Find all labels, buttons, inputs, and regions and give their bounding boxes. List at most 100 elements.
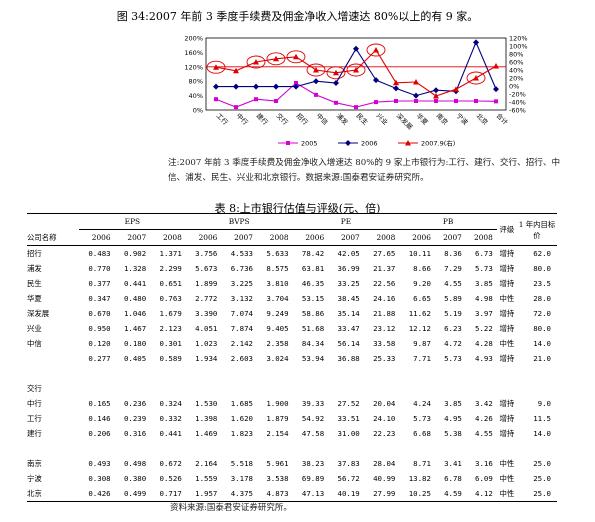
eps-cell: 0.426	[88, 489, 111, 498]
bvps-cell: 5.518	[230, 459, 253, 468]
pe-cell: 38.45	[337, 294, 360, 303]
bvps-cell: 3.756	[195, 249, 218, 258]
target-price-cell: 11.5	[533, 414, 551, 423]
bvps-cell: 4.051	[195, 324, 218, 333]
pe-cell: 33.25	[337, 279, 360, 288]
year-header: 2006	[79, 229, 115, 246]
eps-cell	[79, 381, 115, 396]
series-point	[314, 92, 318, 97]
bvps-cell: 1.899	[195, 279, 218, 288]
series-point	[313, 67, 319, 73]
pb-cell: 4.28	[475, 339, 493, 348]
bvps-cell	[257, 381, 293, 396]
year-header: 2007	[221, 229, 257, 246]
series-point	[373, 47, 379, 53]
x-tick-label: 民生	[355, 111, 371, 127]
pe-cell: 42.05	[337, 249, 360, 258]
rating-cell: 中性	[499, 459, 515, 468]
year-header: 2007	[434, 229, 466, 246]
table-title: 表 8:上市银行估值与评级(元、倍)	[214, 202, 381, 215]
target-price-cell: 9.0	[537, 399, 551, 408]
pe-cell	[293, 381, 329, 396]
target-price-cell: 25.0	[533, 474, 551, 483]
series-point	[234, 105, 238, 110]
pb-cell: 4.24	[413, 399, 431, 408]
x-tick-label: 兴业	[375, 111, 391, 127]
eps-cell: 2.299	[159, 264, 182, 273]
eps-cell: 0.239	[123, 414, 147, 423]
legend-marker	[286, 141, 290, 145]
eps-cell: 0.165	[88, 399, 111, 408]
eps-cell: 0.526	[159, 474, 182, 483]
eps-cell: 1.371	[159, 249, 182, 258]
pe-cell: 27.52	[337, 399, 360, 408]
table-row: 民生 0.377 0.441 0.651 1.899 3.225 3.810 46.35 33.…	[27, 276, 557, 291]
eps-cell: 1.328	[123, 264, 147, 273]
x-tick-label: 建行	[255, 111, 271, 127]
pe-cell: 21.88	[373, 309, 396, 318]
company-name	[27, 351, 79, 366]
series-line-2	[215, 49, 497, 97]
pb-cell: 4.12	[475, 489, 493, 498]
bvps-cell: 7.074	[230, 309, 253, 318]
bvps-cell: 1.398	[195, 414, 218, 423]
pe-cell: 33.47	[337, 324, 360, 333]
target-price-cell: 14.0	[533, 429, 551, 438]
pe-cell: 53.15	[301, 294, 325, 303]
y-right-tick-label: -20%	[509, 91, 526, 99]
legend-label: 2006	[361, 140, 378, 148]
pb-cell	[466, 381, 497, 396]
series-point	[254, 97, 258, 102]
pe-cell: 84.34	[301, 339, 325, 348]
table-row: 0.277 0.405 0.589 1.934 2.603 3.024 53.94 36.88…	[27, 351, 557, 366]
target-price-cell: 80.0	[533, 324, 551, 333]
company-name: 交行	[27, 384, 42, 393]
bvps-cell: 5.673	[195, 264, 218, 273]
target-price-cell: 25.0	[533, 489, 551, 498]
bvps-cell: 3.810	[266, 279, 289, 288]
bvps-cell: 2.142	[230, 339, 253, 348]
pb-cell: 8.36	[444, 249, 462, 258]
pb-cell: 5.73	[475, 264, 493, 273]
bvps-cell: 1.900	[266, 399, 289, 408]
table-row: 建行 0.206 0.316 0.441 1.469 1.823 2.154 47.58 31.…	[27, 426, 557, 441]
rating-cell	[497, 381, 517, 396]
pb-cell: 5.22	[475, 324, 493, 333]
series-point	[273, 55, 279, 62]
pe-cell: 58.86	[301, 309, 325, 318]
pe-cell: 33.51	[337, 414, 360, 423]
y-right-tick-label: 20%	[509, 75, 523, 83]
highlight-circle	[246, 55, 266, 69]
bvps-cell: 8.575	[266, 264, 289, 273]
group-pe: PE	[292, 213, 400, 230]
bvps-cell: 3.024	[266, 354, 289, 363]
pe-cell: 40.99	[373, 474, 396, 483]
bvps-cell: 5.961	[266, 459, 289, 468]
bvps-cell: 3.225	[230, 279, 253, 288]
bvps-cell: 1.620	[230, 414, 253, 423]
eps-cell: 0.950	[88, 324, 111, 333]
table-row: 华夏 0.347 0.480 0.763 2.772 3.132 3.704 53.15 38.…	[27, 291, 557, 306]
rating-cell: 增持	[499, 264, 515, 273]
rating-cell: 增持	[499, 414, 515, 423]
rating-cell: 中性	[499, 294, 515, 303]
legend-label: 2007.9(右)	[421, 139, 455, 148]
eps-cell: 0.377	[88, 279, 111, 288]
highlight-circle	[286, 50, 306, 64]
series-point	[493, 86, 499, 93]
pb-cell: 3.41	[444, 459, 462, 468]
pe-cell: 25.33	[373, 354, 396, 363]
pe-cell: 31.00	[337, 429, 360, 438]
group-bvps: BVPS	[185, 213, 293, 230]
table-row: 深发展 0.670 1.046 1.679 3.390 7.074 9.249 58.86 35…	[27, 306, 557, 321]
eps-cell: 0.441	[159, 429, 182, 438]
pb-cell: 9.87	[413, 339, 431, 348]
pe-cell: 35.14	[337, 309, 360, 318]
pe-cell: 21.37	[373, 264, 396, 273]
legend-label: 2005	[301, 140, 318, 148]
target-price-cell	[517, 381, 557, 396]
year-header: 2006	[292, 229, 329, 246]
pe-cell: 33.58	[373, 339, 396, 348]
eps-cell: 0.120	[88, 339, 111, 348]
table-row: 宁波 0.308 0.380 0.526 1.559 3.178 3.538 69.89 56.…	[27, 471, 557, 486]
